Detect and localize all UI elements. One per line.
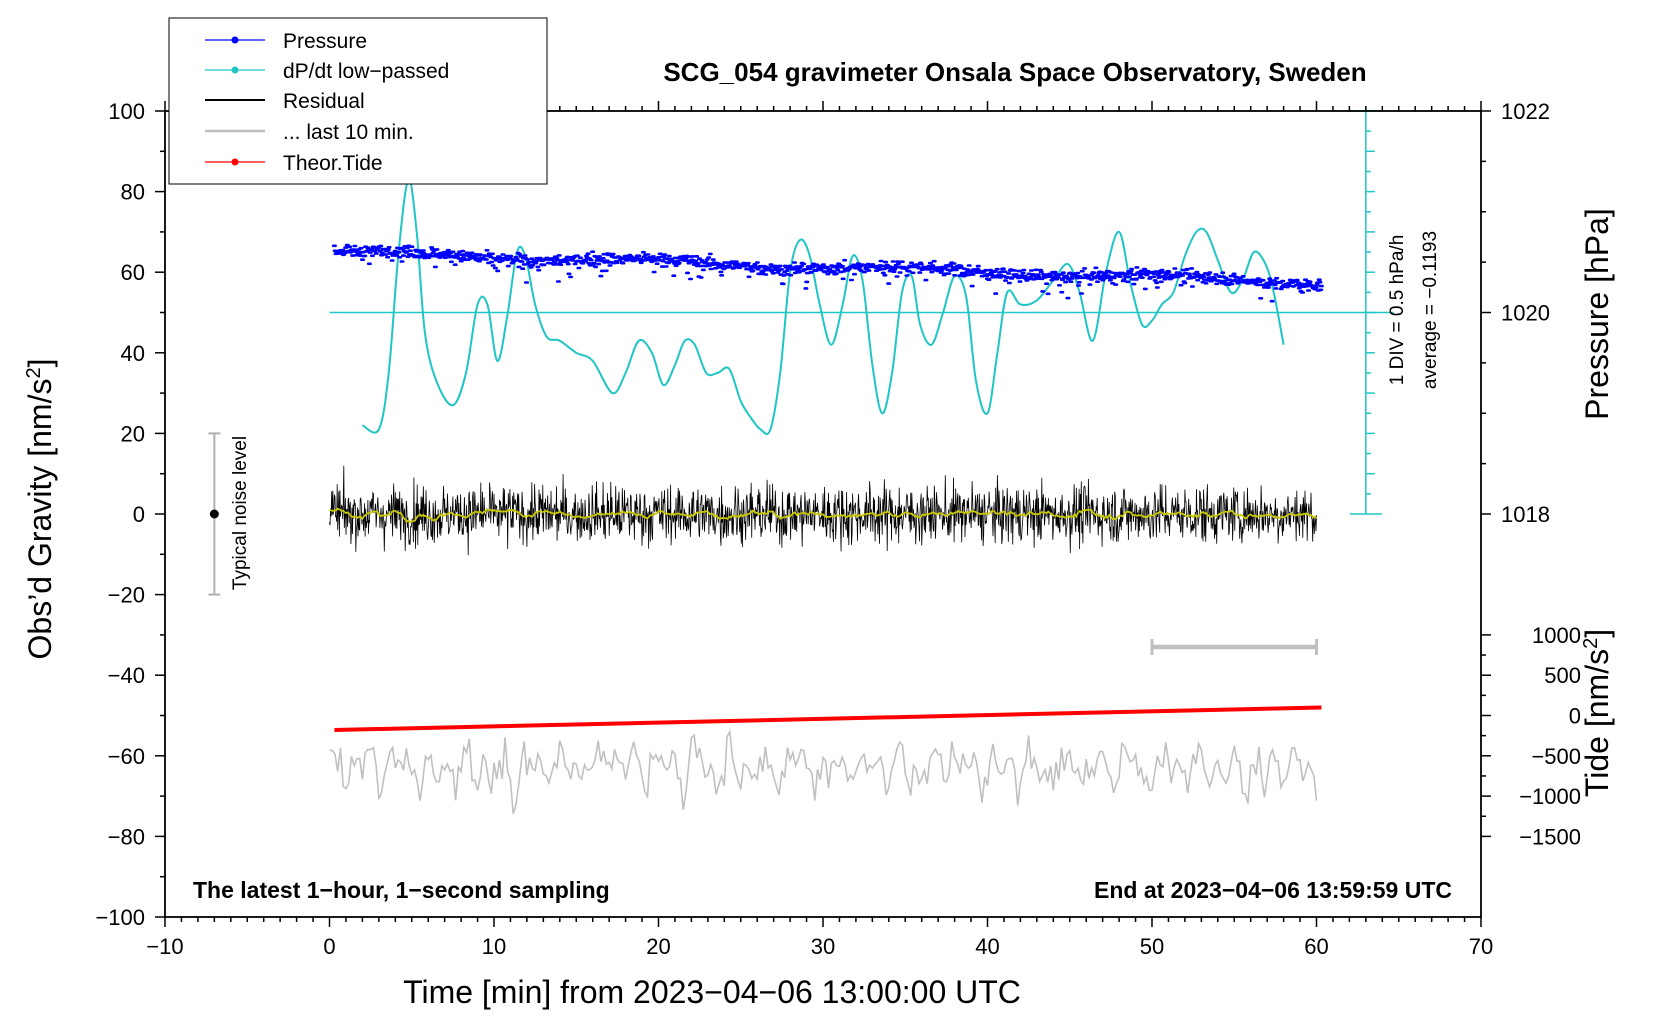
- legend-label-last-10-min: ... last 10 min.: [283, 121, 414, 144]
- pressure-tick-label: 1018: [1501, 502, 1550, 527]
- x-tick-label: −10: [146, 934, 183, 959]
- noise-level-label: Typical noise level: [230, 436, 251, 590]
- x-tick-label: 50: [1140, 934, 1164, 959]
- tide-tick-label: 1000: [1532, 623, 1581, 648]
- tide-axis-label-main: Tide [nm/s: [1579, 649, 1615, 797]
- legend-item-theor-tide: Theor.Tide: [205, 152, 383, 175]
- legend-label-theor-tide: Theor.Tide: [283, 152, 383, 175]
- y-tick-label: −100: [95, 905, 145, 930]
- theor-tide-line: [334, 705, 1322, 733]
- dpdt-line: [361, 178, 1285, 436]
- legend-item-pressure: Pressure: [205, 30, 367, 53]
- residual-smoothed-line: [329, 507, 1318, 524]
- pressure-tick-label: 1020: [1501, 301, 1550, 326]
- y-tick-label: 20: [121, 421, 145, 446]
- plot-series: [208, 110, 1394, 815]
- y-tick-label: −80: [108, 824, 145, 849]
- x-tick-label: 70: [1469, 934, 1493, 959]
- pressure-points: [331, 243, 1324, 303]
- y-axis-label: Obs’d Gravity [nm/s2]: [22, 359, 58, 660]
- tide-tick-label: −500: [1531, 744, 1581, 769]
- tide-tick-label: 500: [1544, 663, 1581, 688]
- residual-line: [329, 465, 1317, 556]
- x-tick-label: 30: [811, 934, 835, 959]
- y-tick-label: 60: [121, 260, 145, 285]
- x-tick-label: 20: [646, 934, 670, 959]
- legend-label-dpdt: dP/dt low−passed: [283, 60, 449, 83]
- legend-label-pressure: Pressure: [283, 30, 367, 53]
- y-tick-label: −40: [108, 663, 145, 688]
- tide-tick-label: −1500: [1519, 824, 1581, 849]
- y-axis-label-main: Obs’d Gravity [nm/s: [22, 379, 58, 660]
- tide-axis-label: Tide [nm/s2]: [1579, 629, 1615, 797]
- footer-left: The latest 1−hour, 1−second sampling: [193, 877, 610, 903]
- footer-right: End at 2023−04−06 13:59:59 UTC: [1094, 877, 1452, 903]
- y-tick-label: 100: [108, 99, 145, 124]
- legend-item-dpdt: dP/dt low−passed: [205, 60, 449, 83]
- x-tick-label: 60: [1304, 934, 1328, 959]
- tide-tick-label: −1000: [1519, 784, 1581, 809]
- y-tick-label: 80: [121, 180, 145, 205]
- legend-item-last-10-min: ... last 10 min.: [205, 121, 414, 144]
- y-tick-label: −20: [108, 583, 145, 608]
- y-tick-label: −60: [108, 744, 145, 769]
- y-axis-label-close: ]: [22, 359, 58, 368]
- legend: Pressure dP/dt low−passed Residual ... l…: [168, 17, 548, 185]
- y-tick-label: 40: [121, 341, 145, 366]
- tide-axis-label-close: ]: [1579, 629, 1615, 638]
- tide-tick-label: 0: [1569, 704, 1581, 729]
- dpdt-average-label: average = −0.1193: [1420, 231, 1441, 389]
- y-tick-label: 0: [133, 502, 145, 527]
- tide-axis-label-sup: 2: [1580, 638, 1602, 649]
- legend-marker-pressure: [231, 36, 239, 44]
- x-tick-label: 10: [482, 934, 506, 959]
- x-tick-label: 0: [323, 934, 335, 959]
- x-tick-label: 40: [975, 934, 999, 959]
- legend-marker-theor-tide: [231, 158, 239, 166]
- legend-item-residual: Residual: [205, 90, 365, 113]
- legend-marker-dpdt: [231, 66, 239, 74]
- legend-label-residual: Residual: [283, 90, 365, 113]
- pressure-tick-label: 1022: [1501, 99, 1550, 124]
- y-axis-label-sup: 2: [23, 367, 45, 378]
- pressure-axis-label: Pressure [hPa]: [1579, 208, 1615, 420]
- last-10-min-line: [329, 728, 1318, 815]
- chart-title: SCG_054 gravimeter Onsala Space Observat…: [663, 57, 1366, 87]
- noise-bar-center: [209, 509, 219, 519]
- x-axis-label: Time [min] from 2023−04−06 13:00:00 UTC: [403, 974, 1021, 1010]
- dpdt-scale-label: 1 DIV = 0.5 hPa/h: [1387, 235, 1408, 386]
- axes: −10 0 10 20 30 40 50 60 70100806040200−20−40−60−…: [95, 99, 1581, 959]
